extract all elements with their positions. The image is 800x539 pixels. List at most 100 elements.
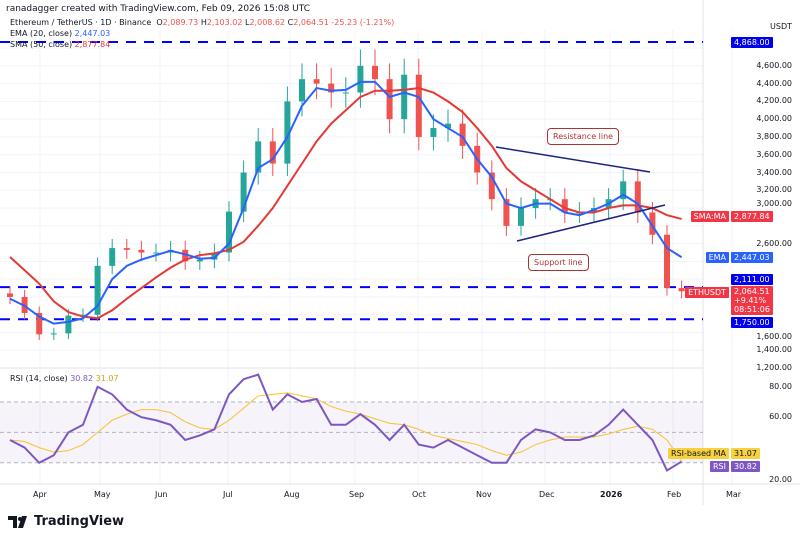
tradingview-logo-icon [8,515,27,528]
ema-20-line [9,80,683,325]
candle [503,199,510,226]
candle [401,74,408,120]
price-tag-value: 2,064.51 [734,287,770,296]
candle [488,172,495,200]
rsi-tag-name: RSI [710,461,729,472]
logo-text: TradingView [34,514,125,529]
candle [445,123,451,129]
rsi-ma-line [9,392,683,462]
month-label: Apr [33,490,47,499]
rsi-tick: 20.00 [769,475,792,484]
resistance-callout[interactable]: Resistance line [547,128,620,145]
candle [649,212,656,235]
level-tag-mid: 2,111.00 [731,274,773,285]
rsi-line [9,373,683,472]
month-label: Feb [667,490,682,499]
month-label: Jun [155,490,168,499]
sma-label: SMA (50, close) [10,40,73,49]
month-label: Mar [726,490,742,499]
rsi-tick: 60.00 [769,412,792,421]
bar-countdown: 08:51:06 [734,305,770,314]
rsi-value: 30.82 [70,374,94,383]
candle [211,252,218,260]
month-label: 2026 [600,490,623,499]
price-tick: 3,800.00 [756,131,792,141]
candle [386,79,393,120]
ema-legend[interactable]: EMA (20, close) 2,447.03 [10,29,110,38]
rsi-legend[interactable]: RSI (14, close) 30.82 31.07 [10,374,119,383]
candle [255,141,262,173]
currency-label[interactable]: USDT [770,22,792,31]
month-label: May [94,490,111,499]
rsi-ma-value: 31.07 [95,374,119,383]
credit-line: ranadagger created with TradingView.com,… [6,4,311,14]
high-value: 2,103.02 [206,18,243,27]
price-tick: 2,600.00 [756,238,792,248]
ema-value: 2,447.03 [74,29,111,38]
rsi-ma-tag-name: RSI-based MA [668,448,729,459]
level-tag-top: 4,868.00 [731,37,773,48]
price-tag: 2,064.51 +9.41% 08:51:06 [731,286,773,315]
price-tick: 3,200.00 [756,185,792,195]
tradingview-logo[interactable]: TradingView [8,514,124,529]
candle [620,181,627,200]
price-tick: 1,400.00 [756,345,792,355]
candle [65,315,72,334]
candle [664,234,670,289]
symbol-legend: Ethereum / TetherUS · 1D · Binance O2,08… [10,18,394,27]
month-label: Oct [412,490,426,499]
price-tag-name: ETHUSDT [685,287,729,298]
candle [138,249,145,253]
candle [226,211,232,253]
candle [123,248,130,250]
rsi-tag-value: 30.82 [731,461,760,472]
low-label: L [245,18,250,27]
candle [36,312,43,335]
price-tick: 3,000.00 [756,199,792,209]
candle [459,123,466,146]
price-tag-pct: +9.41% [734,296,767,305]
candle [299,79,305,102]
candle [518,208,524,226]
candle [50,333,57,335]
rsi-tick: 80.00 [769,382,792,391]
price-tick: 4,400.00 [756,78,792,88]
month-label: Sep [349,490,365,499]
support-callout[interactable]: Support line [528,254,589,271]
candle [109,248,116,266]
month-label: Jul [223,490,233,499]
candle [196,259,203,262]
candle [678,288,685,292]
ema-tag-value: 2,447.03 [731,252,773,263]
candle [153,252,159,254]
price-tick: 1,600.00 [756,331,792,341]
sma-50-line [9,87,682,320]
rsi-label: RSI (14, close) [10,374,68,383]
level-tag-low: 1,750.00 [731,317,773,328]
candle [313,79,320,84]
price-tick: 3,400.00 [756,167,792,177]
price-tick: 4,200.00 [756,96,792,106]
symbol-title[interactable]: Ethereum / TetherUS · 1D · Binance [10,18,152,27]
candle [415,74,422,137]
sma-tag-value: 2,877.84 [731,211,773,222]
candle [328,83,335,93]
high-label: H [200,18,207,27]
candle [561,199,568,213]
price-tick: 1,200.00 [756,363,792,373]
candle [182,249,189,262]
sma-tag-name: SMA:MA [690,211,729,222]
close-value: 2,064.51 [293,18,329,27]
ema-tag-name: EMA [705,252,729,263]
sma-legend[interactable]: SMA (50, close) 2,877.84 [10,40,110,49]
price-tick: 4,000.00 [756,114,792,124]
candle [357,65,364,93]
month-label: Dec [539,490,555,499]
support-trendline [516,204,666,242]
rsi-ma-tag-value: 31.07 [731,448,760,459]
month-label: Aug [284,490,300,499]
price-tick: 4,600.00 [756,60,792,70]
candle [342,92,349,94]
candle [284,101,291,164]
